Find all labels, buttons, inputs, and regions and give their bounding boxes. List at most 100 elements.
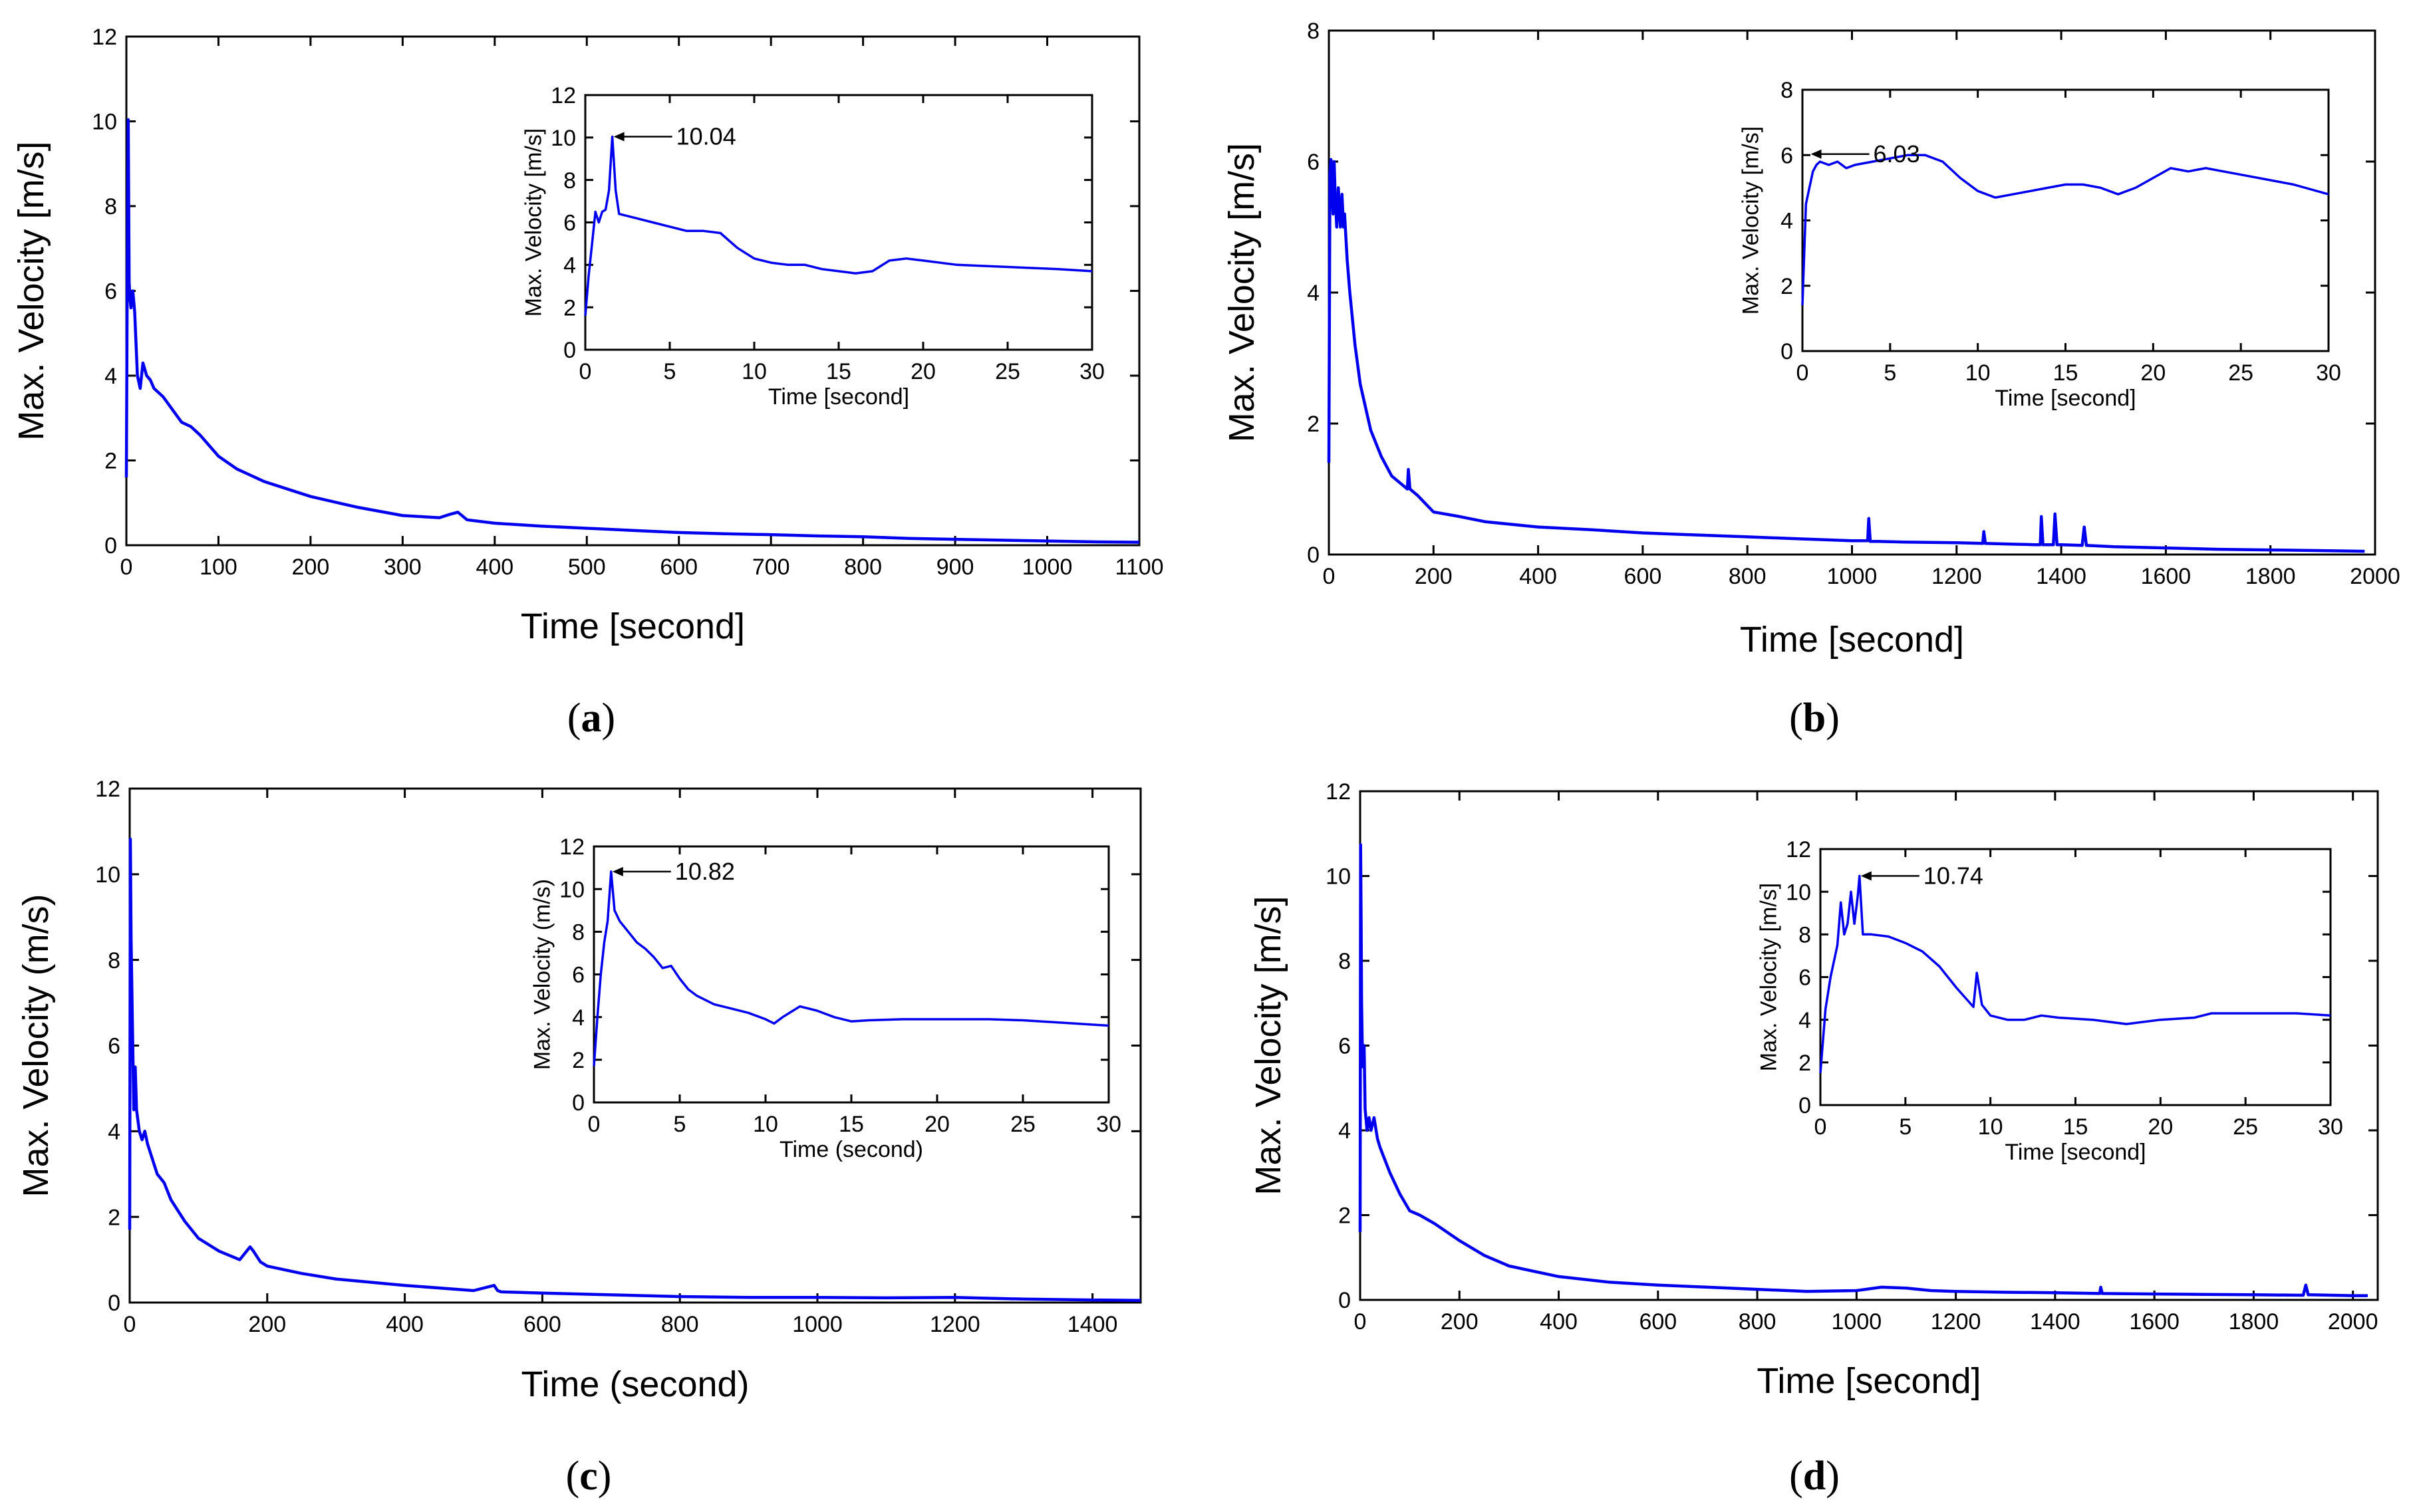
chart-c-y-tick-label: 6 (108, 1034, 120, 1059)
chart-d-x-tick-label: 2000 (2328, 1309, 2378, 1334)
chart-a-x-tick-label: 1000 (1022, 555, 1073, 580)
chart-a-inset-y-tick-label: 4 (563, 253, 576, 279)
chart-b-inset-y-tick-label: 6 (1780, 143, 1793, 168)
chart-d-x-tick-label: 400 (1540, 1309, 1578, 1334)
chart-d-y-tick-label: 8 (1338, 949, 1351, 974)
chart-d-caption: (d) (1789, 1453, 1840, 1499)
chart-b-y-tick-label: 6 (1307, 150, 1320, 175)
chart-a-inset-y-tick-label: 12 (551, 83, 576, 108)
chart-a-y-tick-label: 10 (92, 110, 117, 135)
chart-b-inset-x-tick-label: 10 (1965, 360, 1991, 386)
chart-b-y-tick-label: 2 (1307, 412, 1320, 437)
chart-d-inset-x-tick-label: 0 (1814, 1114, 1827, 1140)
chart-a-x-tick-label: 900 (936, 555, 974, 580)
chart-d-series-line (1358, 843, 2368, 1297)
chart-b-inset-y-tick-label: 8 (1780, 78, 1793, 103)
chart-c-y-tick-label: 0 (108, 1291, 120, 1316)
chart-b-y-tick-label: 0 (1307, 543, 1320, 568)
chart-d-inset-x-tick-label: 30 (2318, 1114, 2343, 1140)
chart-a-y-axis-label: Max. Velocity [m/s] (11, 141, 51, 440)
chart-a-x-tick-label: 400 (476, 555, 513, 580)
chart-a-x-tick-label: 600 (660, 555, 698, 580)
chart-c-inset-x-tick-label: 15 (839, 1112, 864, 1137)
chart-a-inset-y-tick-label: 10 (551, 126, 576, 151)
chart-c-inset-x-tick-label: 0 (588, 1112, 601, 1137)
chart-b-inset-x-tick-label: 25 (2228, 360, 2253, 386)
chart-d-inset-x-tick-label: 10 (1978, 1114, 2003, 1140)
chart-a-inset-y-tick-label: 2 (563, 295, 576, 320)
chart-a-inset-series-line (584, 135, 1093, 316)
chart-d-y-tick-label: 0 (1338, 1288, 1351, 1313)
chart-b-y-tick-label: 4 (1307, 281, 1320, 306)
chart-c-x-tick-label: 200 (248, 1312, 286, 1337)
chart-c-inset-y-tick-label: 12 (559, 834, 585, 860)
chart-c-inset-y-tick-label: 0 (572, 1090, 585, 1116)
chart-b-inset-inset-background (1802, 90, 2329, 351)
chart-d-x-tick-label: 1800 (2229, 1309, 2279, 1334)
chart-a-inset-inset-background (585, 95, 1092, 350)
chart-b-inset-y-tick-label: 0 (1780, 339, 1793, 364)
chart-a-inset: 0 5 10 15 20 25 30 0 2 4 6 8 10 12 Time [second] Max. V… (521, 83, 1105, 410)
chart-d-inset-y-tick-label: 4 (1798, 1008, 1811, 1033)
chart-d-x-tick-label: 1400 (2030, 1309, 2080, 1334)
chart-a-x-tick-label: 0 (120, 555, 133, 580)
chart-a-inset-x-tick-label: 0 (579, 359, 592, 384)
chart-c-inset-y-tick-label: 2 (572, 1048, 585, 1073)
chart-b-series-line (1327, 158, 2365, 553)
chart-a-x-tick-label: 200 (292, 555, 330, 580)
chart-d-x-tick-label: 1000 (1832, 1309, 1882, 1334)
chart-c-series-line (128, 837, 1141, 1303)
chart-b-y-tick-label: 8 (1307, 19, 1320, 44)
chart-a-inset-x-axis-label: Time [second] (768, 384, 909, 410)
chart-d-inset-x-tick-label: 15 (2063, 1114, 2088, 1140)
chart-c-inset-y-tick-label: 6 (572, 963, 585, 988)
chart-c-y-tick-label: 2 (108, 1205, 120, 1230)
chart-b-x-tick-label: 200 (1415, 564, 1453, 589)
chart-a-inset-x-tick-label: 20 (911, 359, 936, 384)
chart-b-inset-y-axis-label: Max. Velocity [m/s] (1739, 126, 1764, 315)
chart-b-inset-x-tick-label: 15 (2053, 360, 2078, 386)
chart-a-y-tick-label: 6 (104, 279, 117, 305)
chart-b-caption: (b) (1789, 695, 1840, 741)
chart-c-inset-y-tick-label: 8 (572, 920, 585, 945)
chart-a-inset-x-tick-label: 30 (1079, 359, 1105, 384)
chart-b-x-tick-label: 2000 (2350, 564, 2400, 589)
chart-c-inset-x-tick-label: 30 (1096, 1112, 1121, 1137)
chart-a-annotation-label: 10.04 (676, 123, 736, 150)
chart-c-x-tick-label: 1000 (792, 1312, 843, 1337)
chart-c-x-tick-label: 0 (124, 1312, 136, 1337)
chart-a-x-axis-label: Time [second] (521, 606, 745, 646)
chart-c-y-tick-label: 8 (108, 948, 120, 973)
chart-b-x-tick-label: 1800 (2245, 564, 2296, 589)
chart-d-x-tick-label: 0 (1354, 1309, 1367, 1334)
chart-b-annotation-arrowhead (1810, 149, 1822, 159)
chart-a-x-tick-label: 300 (384, 555, 422, 580)
chart-d-x-tick-label: 800 (1739, 1309, 1776, 1334)
chart-d-x-tick-label: 600 (1639, 1309, 1677, 1334)
chart-a-inset-y-tick-label: 0 (563, 338, 576, 363)
chart-c-x-tick-label: 400 (386, 1312, 424, 1337)
chart-a-annotation-arrowhead (613, 132, 625, 142)
chart-a-x-tick-label: 700 (752, 555, 790, 580)
chart-c-x-tick-label: 600 (523, 1312, 561, 1337)
chart-c-x-tick-label: 1400 (1067, 1312, 1118, 1337)
chart-d-inset-y-tick-label: 2 (1798, 1051, 1811, 1076)
chart-d-x-tick-label: 1600 (2129, 1309, 2180, 1334)
chart-d-y-tick-label: 12 (1326, 779, 1351, 805)
chart-c-inset-x-tick-label: 25 (1010, 1112, 1036, 1137)
chart-d-annotation-arrowhead (1860, 871, 1872, 881)
chart-c-y-tick-label: 4 (108, 1120, 120, 1145)
chart-d-inset-inset-background (1820, 849, 2331, 1105)
chart-c-inset-y-tick-label: 10 (559, 877, 585, 902)
chart-a: 0 100 200 300 400 500 600 700 800 900 1000 11000246… (11, 25, 1164, 741)
chart-b-x-tick-label: 800 (1729, 564, 1767, 589)
chart-d-inset-x-tick-label: 20 (2148, 1114, 2173, 1140)
chart-d-y-tick-label: 6 (1338, 1034, 1351, 1059)
chart-b-y-axis-label: Max. Velocity [m/s] (1222, 143, 1262, 442)
chart-d-inset-y-tick-label: 0 (1798, 1093, 1811, 1118)
chart-a-y-tick-label: 2 (104, 449, 117, 474)
chart-c-annotation-arrowhead (612, 866, 623, 876)
chart-c-inset-inset-background (594, 846, 1109, 1102)
